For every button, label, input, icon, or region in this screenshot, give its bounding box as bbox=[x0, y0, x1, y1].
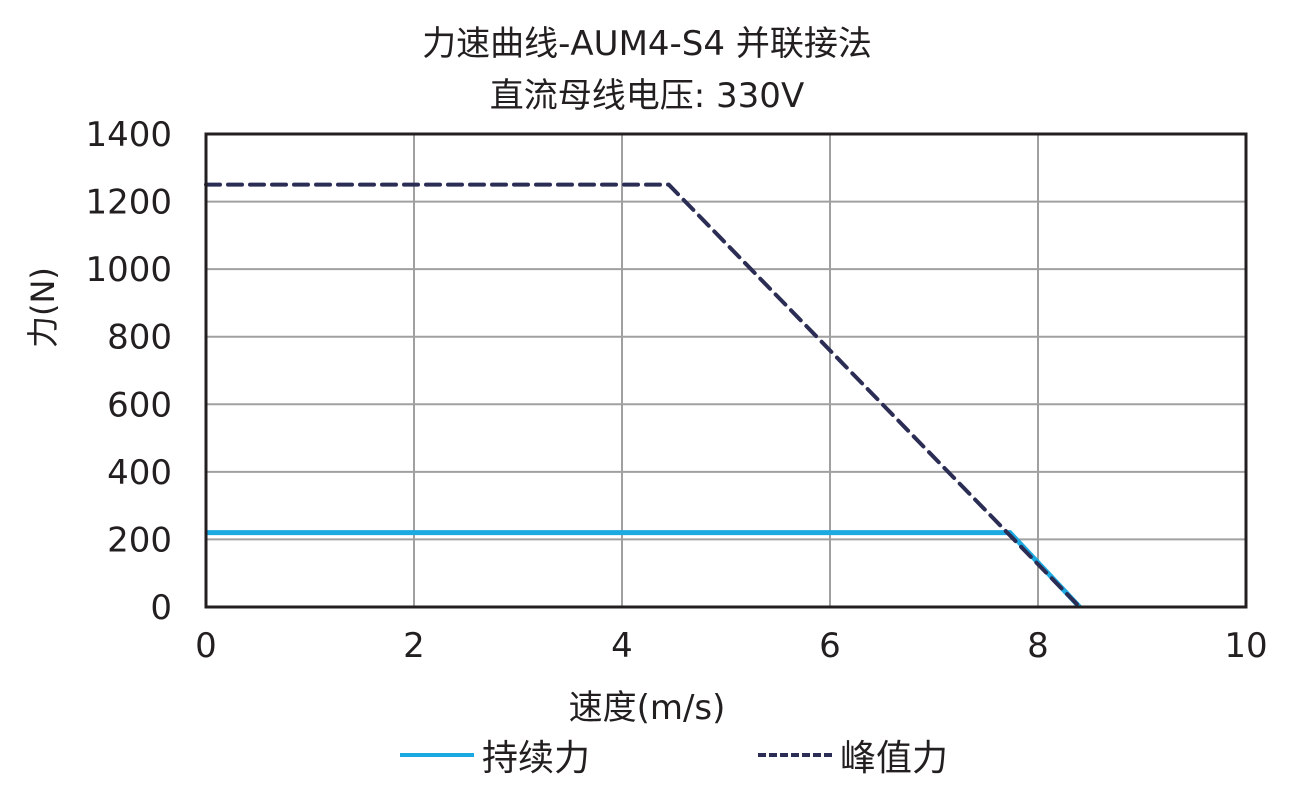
legend-item-continuous: 持续力 bbox=[400, 730, 590, 780]
y-tick-label: 800 bbox=[107, 318, 172, 358]
x-tick-label: 2 bbox=[403, 626, 425, 666]
chart-title: 力速曲线-AUM4-S4 并联接法 bbox=[422, 24, 872, 64]
chart-subtitle: 直流母线电压: 330V bbox=[489, 76, 805, 116]
plot-frame bbox=[204, 132, 1248, 609]
y-tick-label: 200 bbox=[107, 520, 172, 560]
y-tick-label: 1200 bbox=[85, 183, 172, 223]
dashed-line-swatch-icon bbox=[758, 753, 832, 757]
series-line-peak bbox=[204, 182, 1082, 609]
x-tick-label: 6 bbox=[819, 626, 841, 666]
x-tick-label: 4 bbox=[611, 626, 633, 666]
legend-item-peak: 峰值力 bbox=[758, 730, 948, 780]
y-tick-label: 0 bbox=[150, 588, 172, 628]
y-tick-label: 1000 bbox=[85, 250, 172, 290]
x-tick-label: 0 bbox=[195, 626, 217, 666]
tick-labels: 0 2 4 6 8 10 0 200 400 600 800 1000 1200 1400 bbox=[85, 115, 1267, 666]
legend-label-peak: 峰值力 bbox=[840, 738, 949, 779]
y-tick-label: 400 bbox=[107, 453, 172, 493]
gridlines bbox=[205, 133, 1247, 608]
x-tick-label: 8 bbox=[1027, 626, 1049, 666]
series-line-continuous bbox=[206, 530, 1082, 609]
x-tick-label: 10 bbox=[1224, 626, 1267, 666]
solid-line-swatch-icon bbox=[400, 753, 474, 757]
series-lines bbox=[204, 182, 1082, 609]
y-axis-label: 力(N) bbox=[24, 267, 62, 348]
legend-label-continuous: 持续力 bbox=[482, 738, 591, 779]
x-axis-label: 速度(m/s) bbox=[568, 688, 726, 728]
y-tick-label: 600 bbox=[107, 385, 172, 425]
y-tick-label: 1400 bbox=[85, 115, 172, 155]
